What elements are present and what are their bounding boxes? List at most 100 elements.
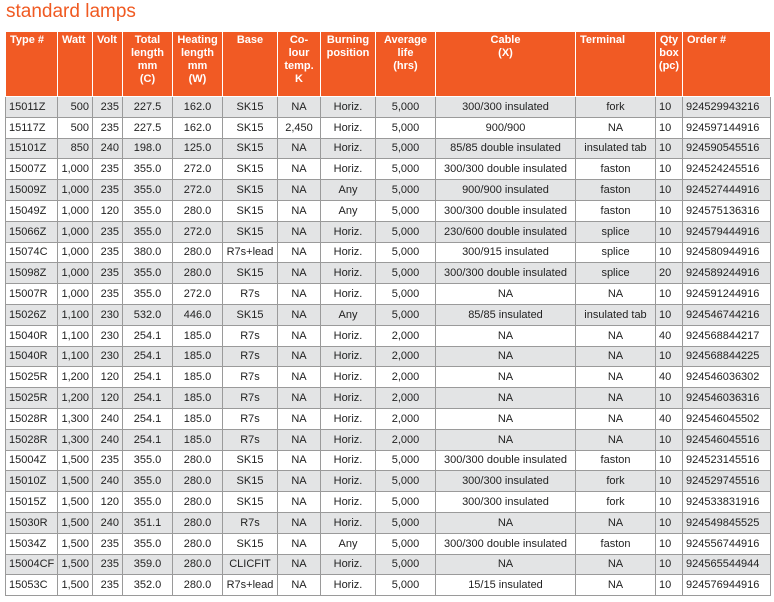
table-cell: 15030R [5,511,58,534]
table-row: 15004Z 1,500 235 355.0 280.0 SK15 NA Horiz. 5,00… [5,449,771,472]
table-cell: 235 [92,532,123,555]
table-cell: 924523145516 [682,449,771,472]
table-cell: 2,000 [375,324,436,347]
table-cell: R7s [222,283,278,305]
table-cell: 120 [92,366,123,389]
table-cell: 924597144916 [682,116,771,139]
table-cell: NA [435,511,576,534]
column-header: Order # [682,31,771,97]
table-cell: 924580944916 [682,241,771,264]
table-cell: 446.0 [172,303,223,326]
column-header: Terminal [575,31,656,97]
table-cell: SK15 [222,449,278,472]
table-cell: 1,000 [57,241,93,264]
table-cell: 5,000 [375,116,436,139]
table-cell: 5,000 [375,511,436,534]
table-cell: 10 [655,449,683,472]
table-cell: faston [575,449,656,472]
table-cell: insulated tab [575,303,656,326]
table-cell: 235 [92,262,123,285]
table-cell: 10 [655,532,683,555]
table-cell: 924546045502 [682,407,771,430]
table-cell: 230/600 double insulated [435,220,576,243]
table-cell: 227.5 [122,116,173,139]
table-cell: 924565544944 [682,553,771,576]
table-cell: 2,000 [375,366,436,389]
table-cell: 924556744916 [682,532,771,555]
header-row: Type # Watt Volt Total length mm (C) Heating… [5,31,771,97]
table-cell: 240 [92,511,123,534]
table-cell: 15/15 insulated [435,574,576,597]
table-cell: NA [277,553,321,576]
table-cell: 235 [92,96,123,118]
table-cell: 1,500 [57,532,93,555]
table-cell: 10 [655,179,683,201]
table-cell: 10 [655,241,683,264]
table-cell: R7s [222,511,278,534]
table-cell: 15025R [5,366,58,389]
table-cell: 5,000 [375,574,436,597]
table-cell: NA [575,345,656,368]
table-cell: R7s [222,407,278,430]
table-cell: NA [277,96,321,118]
table-cell: 125.0 [172,137,223,160]
table-cell: 10 [655,303,683,326]
table-cell: 15004CF [5,553,58,576]
table-cell: NA [277,532,321,555]
table-cell: 85/85 double insulated [435,137,576,160]
table-cell: 355.0 [122,262,173,285]
table-cell: 198.0 [122,137,173,160]
table-cell: 280.0 [172,470,223,493]
table-row: 15026Z 1,100 230 532.0 446.0 SK15 NA Any 5,000 85… [5,303,771,326]
table-cell: NA [435,345,576,368]
table-cell: 280.0 [172,262,223,285]
lamp-table: Type # Watt Volt Total length mm (C) Heating… [5,31,771,597]
table-cell: 5,000 [375,262,436,285]
table-cell: 15007Z [5,158,58,181]
table-cell: Horiz. [320,96,376,118]
table-cell: 300/300 insulated [435,491,576,513]
table-row: 15004CF 1,500 235 359.0 280.0 CLICFIT NA Horiz.… [5,553,771,576]
column-header: Total length mm (C) [122,31,173,97]
table-row: 15025R 1,200 120 254.1 185.0 R7s NA Horiz. 2,000… [5,366,771,389]
table-cell: 280.0 [172,574,223,597]
table-cell: NA [277,428,321,451]
table-cell: 1,000 [57,220,93,243]
table-cell: 10 [655,553,683,576]
table-cell: 272.0 [172,283,223,305]
table-cell: NA [575,324,656,347]
table-row: 15030R 1,500 240 351.1 280.0 R7s NA Horiz. 5,000… [5,511,771,534]
table-cell: 355.0 [122,179,173,201]
table-cell: 355.0 [122,491,173,513]
table-cell: NA [277,283,321,305]
table-cell: 351.1 [122,511,173,534]
table-cell: Any [320,532,376,555]
table-cell: 254.1 [122,324,173,347]
table-cell: Any [320,303,376,326]
table-cell: 1,100 [57,324,93,347]
table-cell: 40 [655,324,683,347]
table-cell: 10 [655,387,683,409]
column-header: Burning position [320,31,376,97]
table-cell: 15049Z [5,199,58,222]
table-cell: 924546045516 [682,428,771,451]
table-cell: 1,100 [57,303,93,326]
table-cell: 300/300 double insulated [435,449,576,472]
table-cell: 924524245516 [682,158,771,181]
table-cell: SK15 [222,179,278,201]
table-cell: splice [575,262,656,285]
column-header: Base [222,31,278,97]
table-cell: NA [435,366,576,389]
table-row: 15040R 1,100 230 254.1 185.0 R7s NA Horiz. 2,000… [5,324,771,347]
table-cell: NA [277,407,321,430]
table-cell: 5,000 [375,491,436,513]
table-cell: 924591244916 [682,283,771,305]
table-cell: 1,000 [57,199,93,222]
table-cell: faston [575,532,656,555]
table-cell: 850 [57,137,93,160]
table-cell: 280.0 [172,511,223,534]
table-cell: R7s [222,428,278,451]
table-cell: 1,500 [57,449,93,472]
table-cell: Horiz. [320,283,376,305]
table-cell: 5,000 [375,96,436,118]
